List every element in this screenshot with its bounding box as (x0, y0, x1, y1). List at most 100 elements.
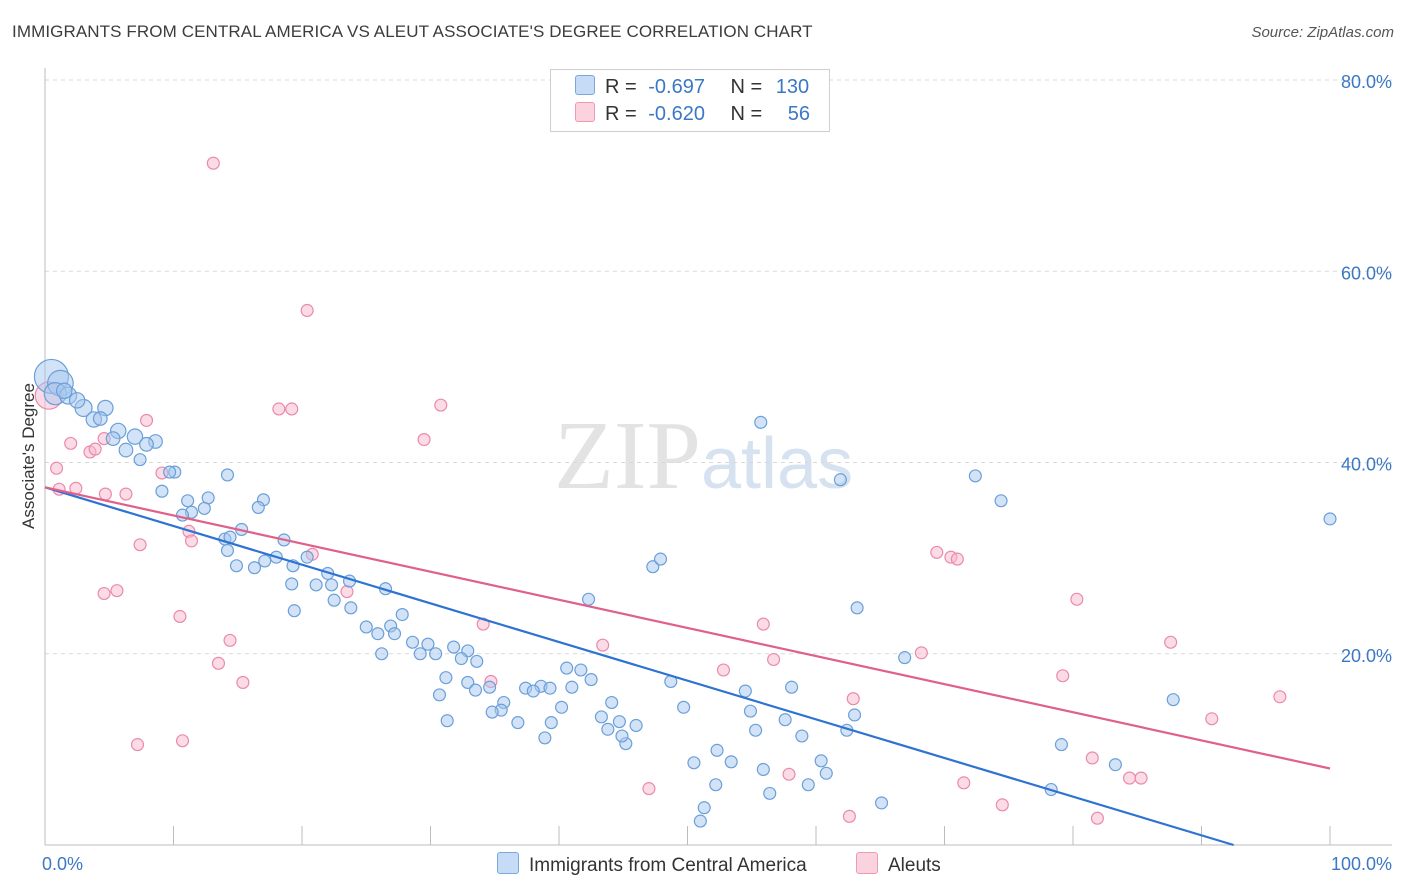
point-central-america (555, 700, 569, 714)
point-central-america (582, 592, 596, 606)
point-aleuts (1070, 592, 1084, 606)
tick-labels: 20.0% 40.0% 60.0% 80.0% 0.0% 100.0% (42, 72, 1392, 874)
point-central-america (220, 543, 235, 558)
point-central-america (653, 552, 668, 566)
y-axis-label: Associate's Degree (19, 383, 38, 529)
point-central-america (693, 814, 707, 828)
point-central-america (468, 683, 483, 697)
series-legend: Immigrants from Central America Aleuts (0, 852, 1406, 878)
point-central-america (629, 718, 643, 733)
point-aleuts (434, 398, 448, 412)
point-aleuts (957, 776, 971, 790)
point-aleuts (139, 413, 154, 427)
point-central-america (754, 415, 768, 429)
point-central-america (738, 684, 752, 698)
point-aleuts (1122, 771, 1137, 785)
point-aleuts (1090, 811, 1104, 825)
point-central-america (413, 647, 427, 661)
legend-row-aleuts: R = -0.620 N = 56 (575, 102, 810, 126)
point-central-america (470, 654, 484, 668)
zipatlas-watermark: ZIPatlas (554, 400, 853, 512)
grid-lines (45, 79, 1392, 655)
point-central-america (538, 731, 552, 745)
point-aleuts (272, 402, 286, 416)
point-central-america (874, 796, 889, 810)
series-legend-label: Aleuts (888, 855, 941, 876)
point-aleuts (285, 402, 299, 416)
point-central-america (327, 593, 341, 607)
point-central-america (133, 453, 147, 467)
point-central-america (220, 468, 235, 482)
point-central-america (439, 671, 453, 685)
point-aleuts (119, 487, 133, 501)
trend-lines (44, 486, 1331, 847)
point-aleuts (211, 656, 226, 670)
point-central-america (697, 801, 711, 815)
point-central-america (1323, 512, 1337, 526)
point-central-america (126, 428, 144, 445)
legend-r-value: -0.697 (648, 76, 705, 98)
point-central-america (1108, 758, 1122, 772)
point-central-america (309, 578, 323, 592)
x-tick-label: 100.0% (1331, 854, 1392, 874)
point-central-america (461, 675, 475, 689)
point-aleuts (97, 586, 111, 601)
point-aleuts (1134, 771, 1148, 785)
point-central-america (763, 786, 777, 800)
point-central-america (395, 607, 409, 622)
point-central-america (749, 723, 763, 737)
point-central-america (1166, 693, 1180, 707)
point-central-america (801, 778, 815, 792)
point-aleuts (175, 734, 190, 748)
point-central-america (574, 663, 588, 677)
point-central-america (300, 550, 314, 564)
aleuts-points (34, 156, 1287, 825)
point-aleuts (846, 692, 860, 706)
legend-swatch-blue (575, 75, 595, 95)
point-central-america (847, 708, 862, 722)
point-central-america (118, 442, 134, 458)
point-central-america (371, 627, 385, 641)
y-tick-label: 80.0% (1341, 72, 1392, 92)
point-aleuts (64, 436, 78, 450)
chart-title: IMMIGRANTS FROM CENTRAL AMERICA VS ALEUT… (12, 22, 813, 41)
point-aleuts (1273, 690, 1287, 704)
point-aleuts (417, 432, 431, 447)
point-aleuts (1085, 751, 1099, 765)
point-central-america (285, 577, 299, 591)
point-central-america (258, 554, 272, 568)
legend-n-label: N = (730, 76, 763, 98)
point-central-america (543, 681, 557, 695)
series-legend-label: Immigrants from Central America (529, 855, 807, 876)
point-central-america (163, 465, 177, 479)
point-central-america (743, 704, 758, 718)
point-central-america (287, 604, 301, 618)
point-aleuts (716, 663, 731, 677)
point-central-america (677, 700, 691, 714)
correlation-legend: R = -0.697 N = 130 R = -0.620 N = 56 (550, 69, 830, 132)
y-tick-label: 40.0% (1341, 455, 1392, 475)
point-central-america (526, 684, 540, 698)
point-central-america (994, 494, 1008, 508)
point-aleuts (1056, 669, 1070, 683)
point-central-america (485, 705, 499, 719)
point-central-america (687, 756, 701, 770)
legend-n-value: 130 (775, 76, 810, 98)
point-central-america (795, 729, 809, 743)
point-central-america (181, 494, 195, 508)
point-central-america (646, 560, 660, 574)
point-central-america (594, 710, 608, 724)
y-tick-label: 60.0% (1341, 263, 1392, 283)
point-central-america (511, 716, 525, 730)
point-aleuts (184, 534, 199, 548)
point-central-america (325, 578, 339, 592)
point-central-america (387, 627, 402, 641)
point-central-america (405, 635, 420, 649)
point-aleuts (206, 156, 220, 170)
point-aleuts (842, 809, 856, 823)
x-tick-label: 0.0% (42, 854, 83, 874)
point-aleuts (767, 652, 781, 667)
watermark-atlas: atlas (701, 424, 854, 504)
point-aleuts (173, 609, 187, 624)
